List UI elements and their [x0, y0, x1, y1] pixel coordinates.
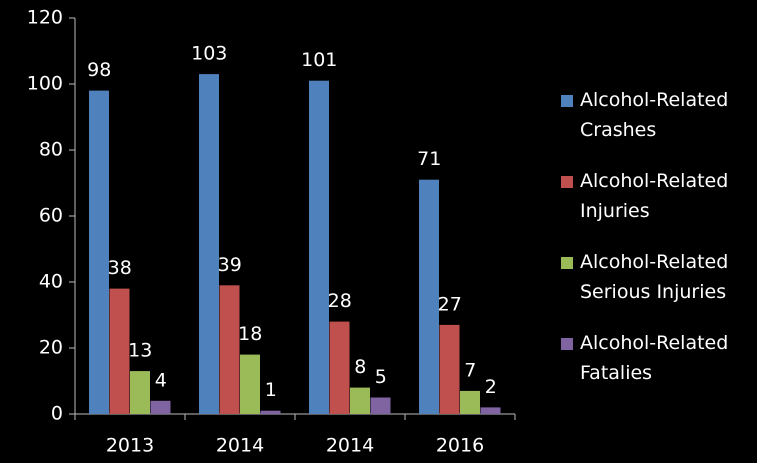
data-label: 103: [191, 43, 227, 65]
legend-swatch: [561, 176, 573, 188]
bar: [150, 400, 171, 414]
data-label: 13: [128, 340, 152, 362]
y-tick-label: 120: [27, 7, 63, 29]
y-tick-label: 60: [39, 205, 63, 227]
legend-swatch: [561, 257, 573, 269]
legend-label: Alcohol-Related Injuries: [580, 170, 729, 222]
legend-label: Alcohol-Related Serious Injuries: [580, 251, 729, 303]
data-label: 98: [87, 59, 111, 81]
bar: [219, 285, 240, 414]
bar: [199, 74, 219, 414]
bar: [109, 288, 130, 414]
legend-swatch: [561, 338, 573, 350]
data-label: 38: [108, 257, 132, 279]
x-tick-label: 2014: [216, 435, 264, 457]
legend-label: Alcohol-Related Fatalies: [580, 332, 729, 384]
legend-swatch: [561, 95, 573, 107]
data-label: 39: [218, 254, 242, 276]
bar: [329, 321, 350, 414]
y-tick-label: 0: [51, 403, 63, 425]
y-tick-label: 100: [27, 73, 63, 95]
y-tick-label: 20: [39, 337, 63, 359]
x-tick-label: 2016: [436, 435, 484, 457]
bar: [350, 387, 370, 414]
y-tick-label: 80: [39, 139, 63, 161]
data-label: 101: [301, 49, 337, 71]
y-tick-label: 40: [39, 271, 63, 293]
data-label: 18: [238, 323, 262, 345]
bar: [260, 410, 281, 414]
bar: [370, 397, 391, 414]
bar: [460, 390, 480, 414]
data-label: 7: [464, 359, 476, 381]
bar: [439, 324, 460, 414]
data-label: 4: [155, 369, 167, 391]
bar: [89, 90, 109, 414]
bar: [240, 354, 260, 414]
data-label: 8: [354, 356, 366, 378]
data-label: 27: [438, 293, 462, 315]
data-label: 2: [485, 376, 497, 398]
data-label: 5: [375, 366, 387, 388]
data-label: 28: [328, 290, 352, 312]
x-tick-label: 2013: [106, 435, 154, 457]
legend-label: Alcohol-Related Crashes: [580, 89, 729, 141]
bar: [480, 407, 501, 414]
bar: [419, 179, 439, 414]
x-tick-label: 2014: [326, 435, 374, 457]
data-label: 71: [417, 148, 441, 170]
data-label: 1: [265, 379, 277, 401]
bar: [130, 371, 150, 414]
bar: [309, 80, 329, 414]
